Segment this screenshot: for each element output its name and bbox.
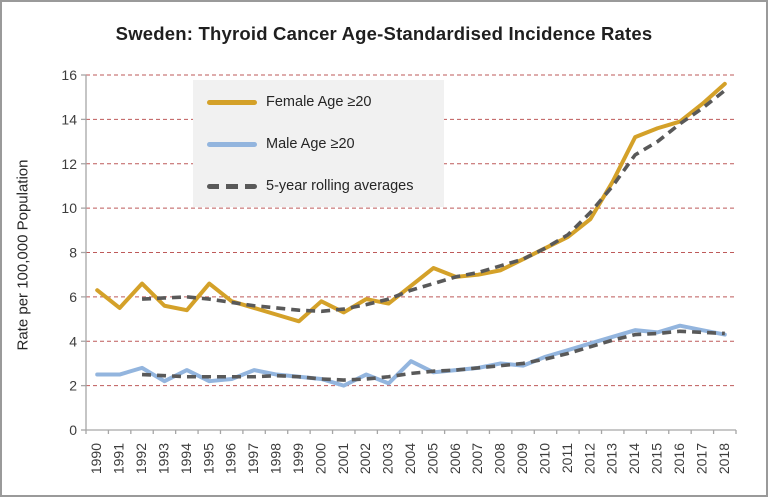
x-tick-label-2011: 2011 bbox=[559, 443, 575, 473]
x-tick-label-1994: 1994 bbox=[178, 443, 194, 474]
x-tick-label-2015: 2015 bbox=[649, 443, 665, 474]
x-tick-label-1992: 1992 bbox=[133, 443, 149, 474]
y-tick-label-8: 8 bbox=[69, 245, 77, 261]
x-tick-label-2004: 2004 bbox=[402, 443, 418, 474]
male-line bbox=[95, 323, 727, 388]
female-line-swatch bbox=[207, 99, 257, 105]
x-tick-label-2016: 2016 bbox=[671, 443, 687, 474]
female-rolling-line bbox=[141, 89, 726, 314]
legend-item-female: Female Age ≥20 bbox=[193, 81, 444, 123]
y-tick-label-16: 16 bbox=[61, 67, 77, 83]
x-tick-label-1995: 1995 bbox=[200, 443, 216, 474]
y-tick-label-10: 10 bbox=[61, 200, 77, 216]
x-tick-label-1996: 1996 bbox=[223, 443, 239, 474]
x-tick-label-2008: 2008 bbox=[492, 443, 508, 474]
legend-label-female: Female Age ≥20 bbox=[266, 94, 372, 110]
male-line-swatch bbox=[207, 141, 257, 147]
x-tick-label-2002: 2002 bbox=[357, 443, 373, 474]
x-tick-label-2018: 2018 bbox=[716, 443, 732, 474]
rolling-average-line-swatch bbox=[207, 183, 257, 189]
x-tick-label-2017: 2017 bbox=[693, 443, 709, 474]
x-tick-label-2013: 2013 bbox=[604, 443, 620, 474]
y-tick-label-6: 6 bbox=[69, 289, 77, 305]
x-tick-label-1990: 1990 bbox=[88, 443, 104, 474]
x-tick-label-1997: 1997 bbox=[245, 443, 261, 474]
x-tick-label-2010: 2010 bbox=[536, 443, 552, 474]
y-tick-label-12: 12 bbox=[61, 156, 77, 172]
y-tick-label-0: 0 bbox=[69, 422, 77, 438]
legend: Female Age ≥20 Male Age ≥20 5-year rolli… bbox=[193, 80, 444, 207]
x-tick-label-1991: 1991 bbox=[111, 443, 127, 474]
x-tick-label-2009: 2009 bbox=[514, 443, 530, 474]
x-tick-label-2003: 2003 bbox=[380, 443, 396, 474]
x-tick-label-2001: 2001 bbox=[335, 443, 351, 474]
y-tick-label-2: 2 bbox=[69, 378, 77, 394]
x-tick-label-2005: 2005 bbox=[424, 443, 440, 474]
x-tick-label-1999: 1999 bbox=[290, 443, 306, 474]
x-tick-label-2007: 2007 bbox=[469, 443, 485, 474]
legend-label-male: Male Age ≥20 bbox=[266, 136, 355, 152]
x-tick-label-2006: 2006 bbox=[447, 443, 463, 474]
x-tick-label-2000: 2000 bbox=[312, 443, 328, 474]
legend-label-rolling: 5-year rolling averages bbox=[266, 178, 414, 194]
chart-title: Sweden: Thyroid Cancer Age-Standardised … bbox=[115, 23, 653, 44]
x-tick-label-2014: 2014 bbox=[626, 443, 642, 474]
legend-item-male: Male Age ≥20 bbox=[193, 123, 444, 165]
x-tick-label-1993: 1993 bbox=[155, 443, 171, 474]
legend-item-rolling: 5-year rolling averages bbox=[193, 165, 444, 207]
y-tick-label-4: 4 bbox=[69, 333, 77, 349]
male-rolling-line bbox=[141, 329, 725, 382]
x-tick-label-2012: 2012 bbox=[581, 443, 597, 474]
y-tick-label-14: 14 bbox=[61, 111, 77, 127]
x-tick-label-1998: 1998 bbox=[268, 443, 284, 474]
female-line bbox=[95, 81, 727, 324]
